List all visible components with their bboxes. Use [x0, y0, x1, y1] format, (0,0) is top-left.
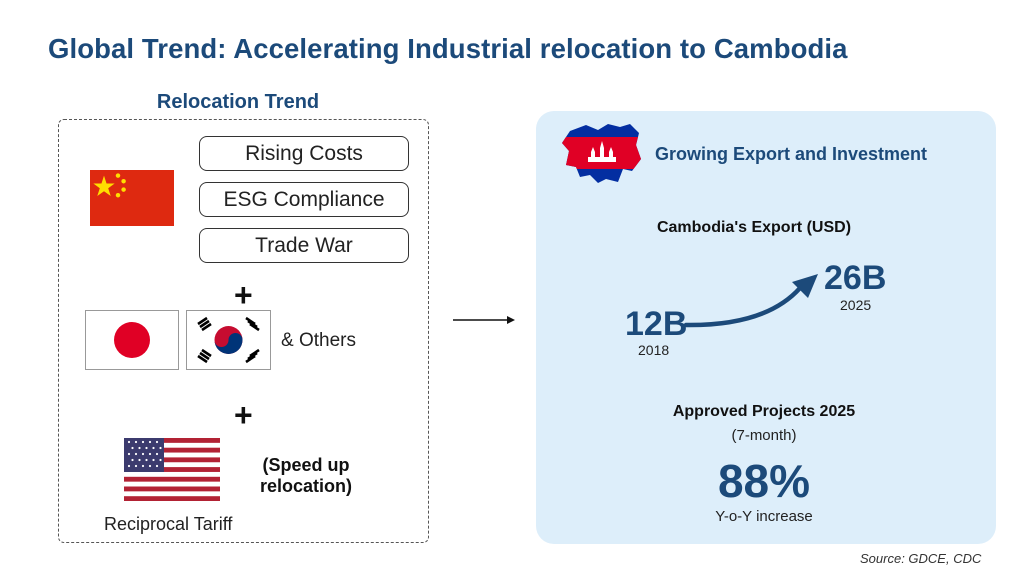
- reciprocal-tariff-label: Reciprocal Tariff: [104, 514, 233, 534]
- plus-sign: +: [234, 397, 253, 433]
- right-arrow-icon: [453, 316, 515, 324]
- export-2018-year: 2018: [638, 342, 670, 358]
- approved-projects-label: Approved Projects 2025: [672, 403, 856, 420]
- factor-rising-costs: Rising Costs: [199, 136, 409, 171]
- approved-projects-period: (7-month): [731, 427, 797, 444]
- factor-esg-compliance: ESG Compliance: [199, 182, 409, 217]
- plus-sign: +: [234, 277, 253, 313]
- factor-trade-war: Trade War: [199, 228, 409, 263]
- south-korea-flag-icon: [186, 310, 271, 370]
- usa-flag-icon: [124, 438, 220, 501]
- relocation-trend-heading: Relocation Trend: [156, 91, 320, 113]
- japan-flag-icon: [85, 310, 179, 370]
- growth-panel: [536, 111, 996, 544]
- approved-projects-percent: 88%: [717, 455, 811, 507]
- growth-arrow-icon: [683, 274, 818, 328]
- others-label: & Others: [281, 330, 356, 351]
- yoy-increase-label: Y-o-Y increase: [715, 508, 813, 525]
- speed-up-relocation-label: (Speed up relocation): [259, 455, 352, 496]
- growth-heading: Growing Export and Investment: [655, 144, 928, 164]
- cambodia-map-flag-icon: [562, 124, 641, 183]
- relocation-trend-box: [58, 119, 429, 543]
- page-title: Global Trend: Accelerating Industrial re…: [48, 33, 848, 64]
- export-2025-value: 26B: [824, 259, 887, 297]
- export-2018-value: 12B: [625, 305, 688, 343]
- china-flag-icon: [90, 170, 174, 226]
- export-2025-year: 2025: [840, 297, 872, 313]
- source-note: Source: GDCE, CDC: [860, 551, 982, 566]
- export-label: Cambodia's Export (USD): [656, 219, 852, 236]
